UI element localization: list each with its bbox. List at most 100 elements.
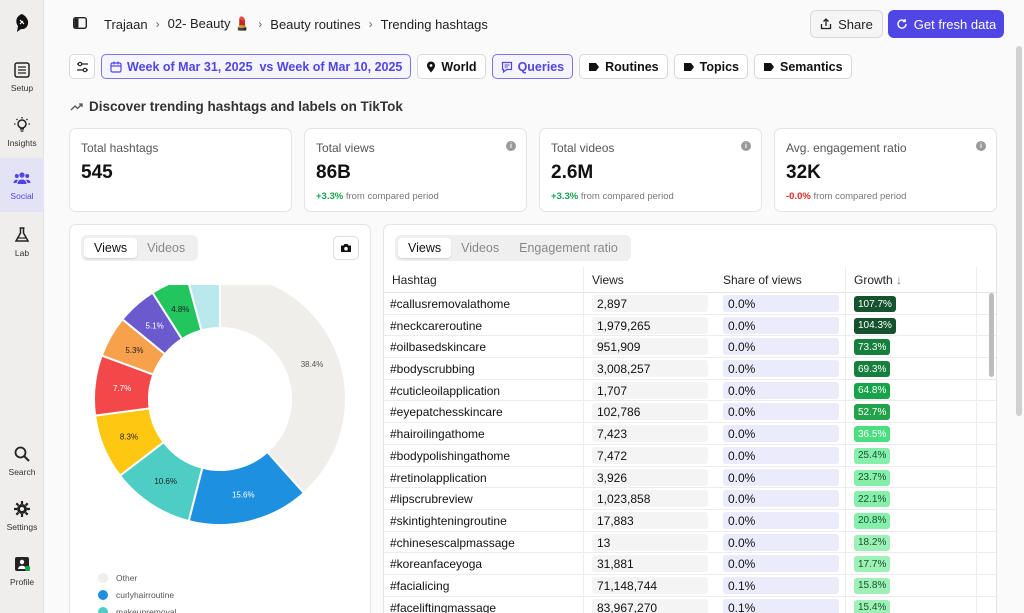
sidebar-item-lab[interactable]: Lab [0,217,44,267]
table-row[interactable]: #facialicing 71,148,744 0.1% 15.8% [384,575,996,597]
sidebar-item-label: Search [8,467,36,477]
hashtag-cell[interactable]: #bodypolishingathome [390,448,511,463]
legend-swatch [98,572,108,583]
tab-engagement-ratio[interactable]: Engagement ratio [519,241,618,255]
views-cell: 7,423 [592,425,708,443]
table-row[interactable]: #retinolapplication 3,926 0.0% 23.7% [384,467,996,489]
chevron-right-icon: › [155,17,160,31]
legend-item[interactable]: Other [98,569,176,586]
routines-filter[interactable]: Routines [579,54,668,79]
region-filter[interactable]: World [417,54,486,79]
table-row[interactable]: #eyepatchesskincare 102,786 0.0% 52.7% [384,401,996,424]
get-fresh-data-label: Get fresh data [913,16,997,32]
share-label: Share [838,16,873,32]
sidebar-item-search[interactable]: Search [0,436,44,486]
legend-item[interactable]: curlyhairroutine [98,586,176,603]
slice-label: 8.3% [120,433,138,442]
table-row[interactable]: #lipscrubreview 1,023,858 0.0% 22.1% [384,488,996,510]
column-header-share[interactable]: Share of views [723,273,802,287]
hashtag-cell[interactable]: #callusremovalathome [390,297,511,311]
info-icon[interactable]: i [741,141,751,151]
hashtag-cell[interactable]: #oilbasedskincare [390,340,487,355]
table-row[interactable]: #callusremovalathome 2,897 0.0% 107.7% [384,293,996,315]
hashtag-cell[interactable]: #facialicing [390,578,450,593]
table-scrollbar[interactable] [989,293,994,377]
hashtag-cell[interactable]: #skintighteningroutine [390,513,507,528]
stat-title: Avg. engagement ratio [786,141,907,155]
chart-legend: Other curlyhairroutine makeupremoval [98,569,176,613]
hashtag-cell[interactable]: #bodyscrubbing [390,362,475,377]
hashtag-cell[interactable]: #lipscrubreview [390,492,473,507]
table-row[interactable]: #chinesescalpmassage 13 0.0% 18.2% [384,532,996,554]
brand-logo[interactable] [11,12,33,34]
people-icon [13,172,31,184]
hashtag-cell[interactable]: #koreanfaceyoga [390,557,483,572]
sidebar-item-settings[interactable]: Settings [0,491,44,541]
growth-badge: 52.7% [854,404,891,421]
table-row[interactable]: #oilbasedskincare 951,909 0.0% 73.3% [384,336,996,359]
breadcrumb-item[interactable]: 02- Beauty 💄 [167,16,251,31]
stats-row: Total hashtags 545 Total views i 86B +3.… [69,128,997,212]
table-row[interactable]: #skintighteningroutine 17,883 0.0% 20.8% [384,510,996,532]
slice-label: 10.6% [154,477,177,486]
table-row[interactable]: #cuticleoilapplication 1,707 0.0% 64.8% [384,380,996,402]
hashtag-cell[interactable]: #neckcareroutine [390,318,483,333]
routines-label: Routines [605,59,659,74]
hashtag-cell[interactable]: #retinolapplication [390,470,487,485]
slice-label: 7.7% [113,384,131,393]
table-row[interactable]: #hairoilingathome 7,423 0.0% 36.5% [384,423,996,445]
column-header-hashtag[interactable]: Hashtag [392,273,437,287]
legend-label: makeupremoval [116,606,177,613]
donut-chart: 38.4% 15.6% 10.6% 8.3% 7.7% 5.3% 5.1% 4.8% [93,285,347,526]
semantics-filter[interactable]: Semantics [753,54,852,79]
hashtag-cell[interactable]: #chinesescalpmassage [390,535,515,550]
filter-bar: Week of Mar 31, 2025 vs Week of Mar 10, … [69,54,852,80]
sidebar-item-label: Profile [9,577,35,587]
legend-item[interactable]: makeupremoval [98,603,176,613]
hashtag-cell[interactable]: #cuticleoilapplication [390,383,501,398]
pie-slice[interactable] [187,285,221,332]
table-row[interactable]: #koreanfaceyoga 31,881 0.0% 17.7% [384,553,996,575]
top-bar: Trajaan › 02- Beauty 💄 › Beauty routines… [44,0,1024,46]
views-cell: 1,707 [592,381,708,399]
pie-metric-toggle: Views Videos [81,235,199,261]
sidebar-item-social[interactable]: Social [0,158,44,212]
sidebar-item-setup[interactable]: Setup [0,52,44,102]
table-row[interactable]: #bodyscrubbing 3,008,257 0.0% 69.3% [384,358,996,380]
queries-filter[interactable]: Queries [491,54,574,79]
breadcrumb-item[interactable]: Trajaan [104,16,148,32]
sidebar-item-profile[interactable]: Profile [0,546,44,596]
column-header-views[interactable]: Views [592,273,624,287]
table-row[interactable]: #faceliftingmassage 83,967,270 0.1% 15.4% [384,597,996,613]
profile-icon [15,557,30,571]
stat-value: 2.6M [551,162,594,183]
screenshot-button[interactable] [333,236,359,260]
info-icon[interactable]: i [976,141,986,151]
hashtag-cell[interactable]: #faceliftingmassage [390,600,497,613]
tab-views[interactable]: Views [398,238,452,258]
page-scrollbar[interactable] [1016,46,1022,416]
filter-settings-button[interactable] [69,54,95,79]
info-icon[interactable]: i [506,141,516,151]
sidebar-item-insights[interactable]: Insights [0,107,44,157]
hashtag-cell[interactable]: #hairoilingathome [390,427,485,442]
column-header-growth[interactable]: Growth ↓ [854,273,902,287]
share-button[interactable]: Share [810,10,883,38]
table-row[interactable]: #neckcareroutine 1,979,265 0.0% 104.3% [384,315,996,337]
sidebar-toggle-button[interactable] [68,12,92,34]
breadcrumb-item[interactable]: Beauty routines [270,16,361,32]
pie-slice[interactable] [219,285,347,495]
date-range-filter[interactable]: Week of Mar 31, 2025 vs Week of Mar 10, … [101,54,412,79]
tab-views[interactable]: Views [84,238,138,258]
tab-videos[interactable]: Videos [147,241,186,255]
share-cell: 0.1% [723,598,839,613]
growth-badge: 15.4% [854,599,891,613]
trend-icon [70,102,83,110]
topics-filter[interactable]: Topics [673,54,748,79]
get-fresh-data-button[interactable]: Get fresh data [888,10,1004,38]
semantics-label: Semantics [779,59,843,74]
tab-videos[interactable]: Videos [461,241,500,255]
hashtag-cell[interactable]: #eyepatchesskincare [390,405,503,420]
table-row[interactable]: #bodypolishingathome 7,472 0.0% 25.4% [384,445,996,467]
views-cell: 17,883 [592,511,708,529]
